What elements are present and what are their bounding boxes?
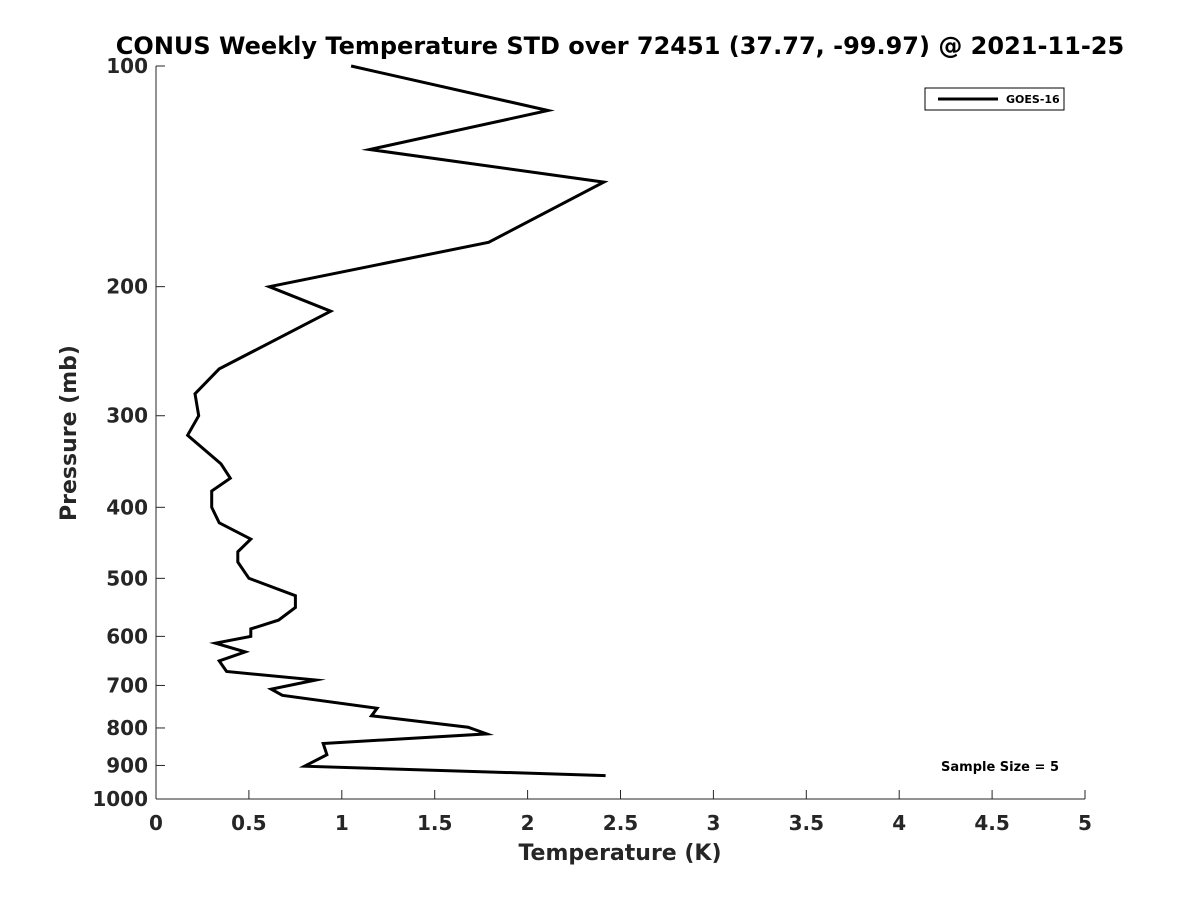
x-tick-label: 5 [1078, 811, 1092, 835]
y-tick-label: 1000 [92, 787, 148, 811]
x-tick-label: 2.5 [603, 811, 638, 835]
legend-label-goes-16: GOES-16 [1006, 93, 1060, 106]
x-tick-label: 1 [335, 811, 349, 835]
y-tick-label: 400 [106, 495, 148, 519]
x-tick-label: 0 [149, 811, 163, 835]
x-tick-label: 3.5 [789, 811, 824, 835]
plot-axes [155, 66, 1085, 800]
sample-size-annotation: Sample Size = 5 [941, 760, 1059, 775]
y-tick-label: 700 [106, 673, 148, 697]
chart-title: CONUS Weekly Temperature STD over 72451 … [116, 32, 1124, 60]
series-line-goes-16 [185, 64, 609, 778]
y-tick-label: 200 [106, 275, 148, 299]
y-axis-label: Pressure (mb) [57, 345, 82, 521]
legend: GOES-16 [924, 87, 1065, 111]
x-tick-label: 3 [706, 811, 720, 835]
y-axis-ticks: 100 200 300 400 500 600 700 800 900 1000 [92, 54, 165, 811]
x-tick-label: 4 [892, 811, 906, 835]
y-tick-label: 100 [106, 54, 148, 78]
x-axis-ticks: 0 0.5 1 1.5 2 2.5 3 3.5 4 4.5 5 [149, 790, 1092, 835]
series-layer [185, 64, 609, 778]
y-tick-label: 800 [106, 716, 148, 740]
x-tick-label: 2 [521, 811, 535, 835]
y-tick-label: 300 [106, 404, 148, 428]
x-tick-label: 4.5 [974, 811, 1009, 835]
y-tick-label: 500 [106, 566, 148, 590]
x-tick-label: 0.5 [231, 811, 266, 835]
x-axis-label: Temperature (K) [518, 841, 721, 866]
x-tick-label: 1.5 [417, 811, 452, 835]
y-tick-label: 900 [106, 753, 148, 777]
y-tick-label: 600 [106, 624, 148, 648]
